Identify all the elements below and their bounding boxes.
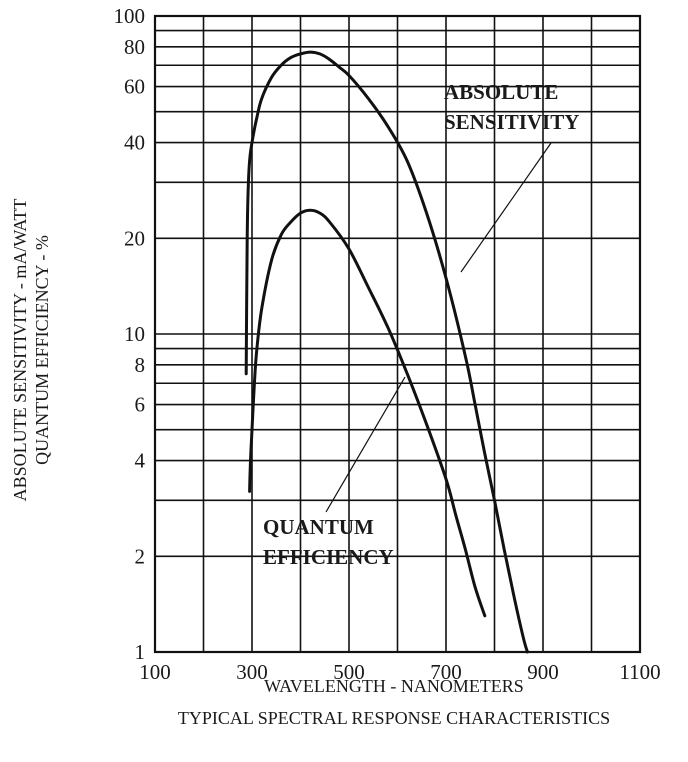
y-tick-label: 6 bbox=[135, 393, 146, 417]
y-axis-title-line-2: QUANTUM EFFICIENCY - % bbox=[32, 235, 52, 465]
annotation-label: EFFICIENCY bbox=[263, 545, 394, 569]
data-series bbox=[244, 50, 529, 654]
series-line-quantum-efficiency bbox=[248, 208, 487, 618]
annotation-label: ABSOLUTE bbox=[444, 80, 558, 104]
y-tick-label: 40 bbox=[124, 131, 145, 155]
x-tick-label: 100 bbox=[139, 660, 171, 684]
y-tick-label: 1 bbox=[135, 640, 146, 664]
x-tick-label: 900 bbox=[527, 660, 559, 684]
annotation-leader-line bbox=[325, 376, 406, 513]
y-tick-label: 4 bbox=[135, 449, 146, 473]
y-axis-title-line-1: ABSOLUTE SENSITIVITY - mA/WATT bbox=[10, 199, 30, 502]
x-axis-title: WAVELENGTH - NANOMETERS bbox=[264, 676, 524, 696]
annotation-label: SENSITIVITY bbox=[444, 110, 579, 134]
x-tick-label: 300 bbox=[236, 660, 268, 684]
plot-frame bbox=[153, 14, 642, 654]
y-tick-label: 20 bbox=[124, 226, 145, 250]
annotation-label: QUANTUM bbox=[263, 515, 374, 539]
y-tick-label: 80 bbox=[124, 35, 145, 59]
annotation-leader-line bbox=[460, 142, 552, 273]
chart-caption: TYPICAL SPECTRAL RESPONSE CHARACTERISTIC… bbox=[178, 708, 610, 728]
tick-labels: 1 2 4 6 8 10 20 40 60 80 100 100 300 500 700 900 1100 bbox=[114, 4, 661, 684]
y-tick-label: 100 bbox=[114, 4, 146, 28]
y-tick-label: 8 bbox=[135, 353, 146, 377]
x-tick-label: 500 bbox=[333, 660, 365, 684]
x-tick-label: 1100 bbox=[619, 660, 660, 684]
series-line-absolute-sensitivity bbox=[244, 50, 529, 654]
y-tick-label: 60 bbox=[124, 75, 145, 99]
x-tick-label: 700 bbox=[430, 660, 462, 684]
y-tick-label: 10 bbox=[124, 322, 145, 346]
y-tick-label: 2 bbox=[135, 544, 146, 568]
annotations: ABSOLUTE SENSITIVITY QUANTUM EFFICIENCY bbox=[263, 80, 579, 569]
